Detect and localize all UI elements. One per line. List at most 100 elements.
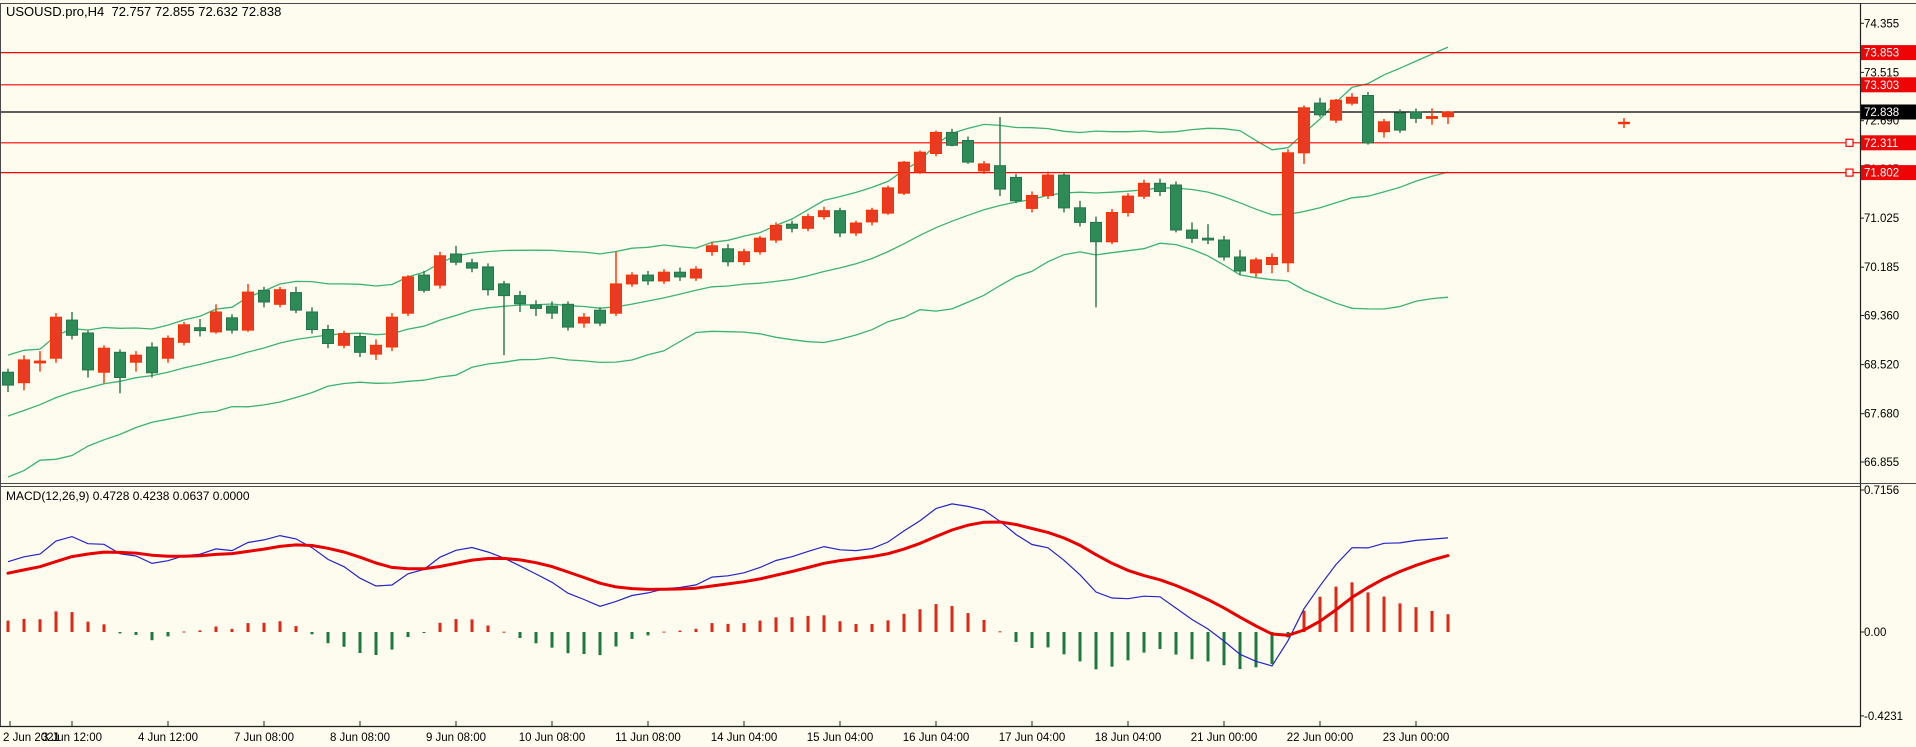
candle-body (402, 276, 414, 314)
candle-body (1010, 176, 1022, 202)
macd-histogram-bar (278, 621, 282, 632)
bollinger-middle-band (7, 171, 1449, 417)
macd-histogram-bar (470, 619, 474, 632)
macd-histogram-bar (1318, 596, 1322, 632)
macd-histogram-bar (1222, 632, 1226, 666)
candle-body (1186, 229, 1198, 239)
candle-body (498, 283, 510, 297)
time-axis-label: 21 Jun 00:00 (1191, 732, 1258, 744)
macd-histogram-bar (454, 619, 458, 632)
macd-histogram-bar (998, 631, 1002, 633)
price-axis-label: 74.355 (1864, 18, 1899, 30)
macd-histogram-bar (614, 632, 618, 647)
time-axis-label: 15 Jun 04:00 (807, 732, 874, 744)
macd-histogram-bar (854, 624, 858, 632)
macd-histogram-bar (1366, 592, 1370, 632)
macd-histogram-bar (422, 632, 426, 633)
macd-histogram-bar (1206, 632, 1210, 662)
macd-signal-line (6, 520, 1450, 637)
candle-body (34, 360, 46, 364)
macd-histogram-bar (662, 631, 666, 633)
macd-histogram-bar (518, 632, 522, 638)
macd-histogram-bar (918, 609, 922, 632)
candle-body (98, 347, 110, 373)
macd-histogram-bar (1046, 632, 1050, 648)
candle-body (754, 237, 766, 253)
candle-body (354, 336, 366, 353)
price-level-badge-label: 73.303 (1864, 80, 1899, 92)
macd-histogram-bar (54, 611, 58, 632)
macd-histogram-bar (502, 631, 506, 633)
candle-body (658, 271, 670, 282)
candle-body (1394, 112, 1406, 131)
macd-histogram-bar (406, 632, 410, 638)
candle-body (898, 161, 910, 194)
macd-histogram-bar (646, 632, 650, 636)
price-level-badge-label: 71.802 (1864, 168, 1899, 180)
candle-body (2, 371, 14, 386)
candle-body (258, 289, 270, 303)
macd-histogram-bar (70, 612, 74, 632)
candle-body (306, 311, 318, 330)
price-axis-label: 69.360 (1864, 311, 1899, 323)
candle-body (1218, 239, 1230, 258)
macd-histogram-bar (806, 615, 810, 632)
candle-body (1426, 116, 1438, 119)
candle-body (1170, 184, 1182, 231)
macd-line (7, 503, 1449, 667)
candle-body (562, 303, 574, 328)
candle-body (594, 309, 606, 324)
price-axis-label: 67.680 (1864, 409, 1899, 421)
macd-histogram-bar (902, 613, 906, 632)
candle-body (18, 359, 30, 384)
macd-histogram-bar (230, 628, 234, 632)
candle-body (1106, 212, 1118, 243)
candle-body (530, 304, 542, 309)
macd-histogram-bar (102, 624, 106, 632)
candle-body (1314, 102, 1326, 116)
candle-body (1266, 257, 1278, 265)
macd-histogram-bar (870, 624, 874, 632)
candle-body (882, 187, 894, 214)
candle-body (786, 223, 798, 229)
candle-body (322, 329, 334, 344)
macd-histogram-bar (310, 632, 314, 635)
macd-histogram-bar (630, 632, 634, 639)
macd-histogram-bar (374, 632, 378, 655)
line-drag-handle[interactable] (1845, 138, 1854, 147)
macd-histogram-bar (1398, 603, 1402, 632)
price-level-badge (1861, 45, 1916, 61)
macd-histogram-bar (150, 632, 154, 641)
candle-body (1154, 182, 1166, 193)
macd-histogram-bar (86, 621, 90, 632)
macd-histogram-bar (1094, 632, 1098, 670)
line-drag-handle[interactable] (1845, 168, 1854, 177)
candle-body (674, 271, 686, 278)
candle-body (370, 344, 382, 355)
candle-body (66, 319, 78, 336)
macd-histogram-bar (1030, 632, 1034, 648)
candle-body (850, 222, 862, 234)
price-level-badge (1861, 77, 1916, 93)
candle-body (626, 274, 638, 285)
macd-histogram-bar (342, 632, 346, 647)
candle-body (418, 274, 430, 291)
macd-axis-label: 0.7156 (1864, 485, 1899, 497)
macd-histogram-bar (1078, 632, 1082, 662)
time-axis-label: 10 Jun 08:00 (519, 732, 586, 744)
candle-body (1138, 182, 1150, 197)
macd-histogram-bar (1270, 632, 1274, 664)
candle-body (1234, 256, 1246, 272)
macd-histogram-bar (758, 620, 762, 632)
macd-histogram-bar (198, 630, 202, 632)
macd-histogram-bar (550, 632, 554, 648)
macd-histogram-bar (1174, 632, 1178, 655)
macd-indicator-label: MACD(12,26,9) 0.4728 0.4238 0.0637 0.000… (6, 489, 250, 503)
macd-histogram-bar (598, 632, 602, 656)
macd-histogram-bar (1110, 632, 1114, 667)
candle-body (450, 253, 462, 263)
candle-body (1090, 221, 1102, 243)
macd-histogram-bar (790, 617, 794, 632)
macd-histogram-bar (678, 630, 682, 632)
